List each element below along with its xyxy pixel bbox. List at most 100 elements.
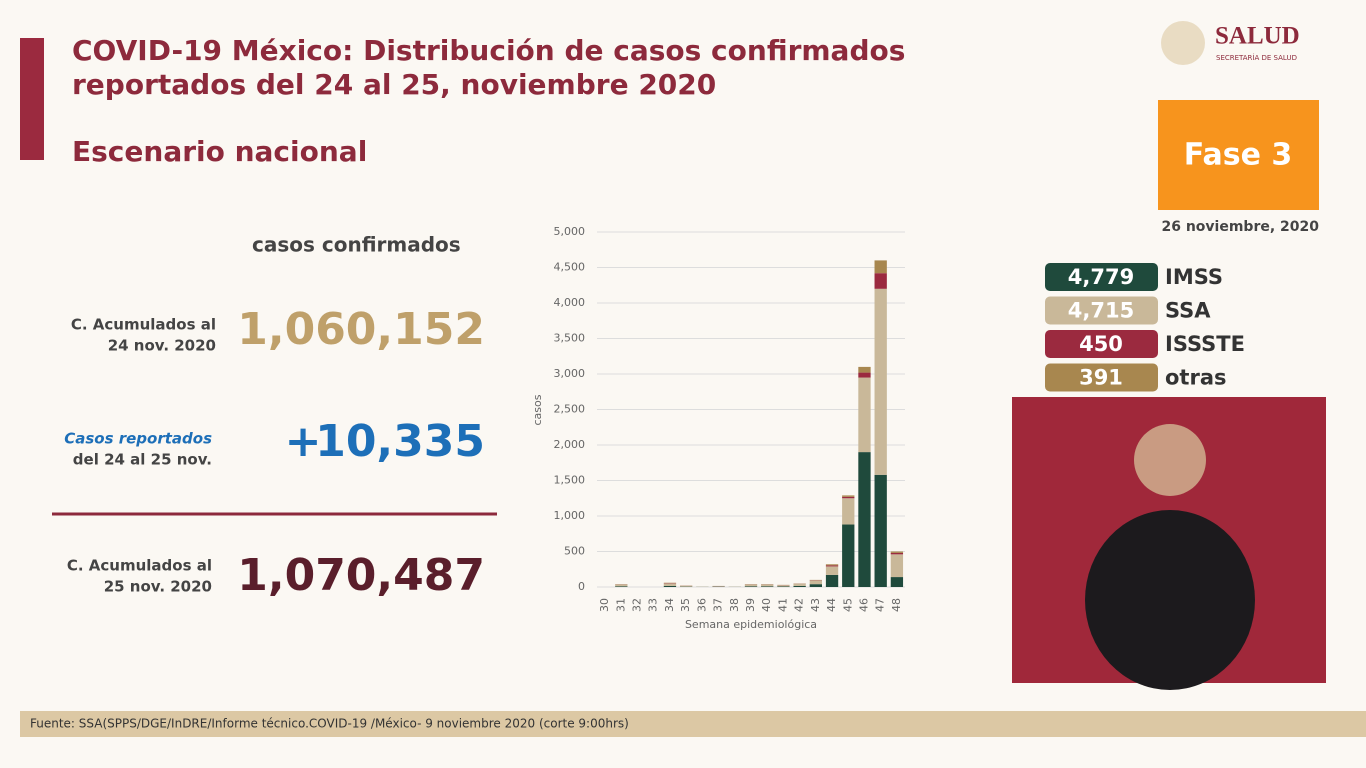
- x-tick-label: 48: [890, 598, 903, 612]
- x-tick-label: 37: [712, 598, 725, 612]
- bar-segment: [842, 496, 855, 499]
- bar-segment: [874, 288, 887, 475]
- bar-segment: [777, 585, 790, 587]
- institution-value: 4,779: [1068, 265, 1134, 289]
- bar-segment: [615, 584, 628, 587]
- bar-segment: [858, 377, 871, 453]
- bar-segment: [809, 584, 823, 587]
- summary-value: 1,060,152: [237, 304, 485, 355]
- institution-name: IMSS: [1165, 265, 1223, 289]
- summary-value: 1,070,487: [237, 550, 485, 601]
- bar-segment: [825, 565, 839, 567]
- x-tick-label: 36: [695, 598, 708, 612]
- bar-segment: [809, 580, 823, 585]
- x-tick-label: 32: [631, 598, 644, 612]
- phase-box: [1158, 100, 1319, 210]
- y-tick-label: 1,000: [554, 509, 586, 522]
- title-line: reportados del 24 al 25, noviembre 2020: [72, 68, 716, 101]
- x-axis-label: Semana epidemiológica: [685, 618, 817, 631]
- bar-segment: [825, 574, 839, 587]
- bar-segment: [874, 260, 887, 274]
- y-tick-label: 1,500: [554, 474, 586, 487]
- footer-bar: [20, 711, 1366, 737]
- bar-segment: [825, 564, 839, 566]
- bar-segment: [615, 586, 628, 587]
- y-tick-label: 500: [564, 545, 585, 558]
- footer: Fuente: SSA(SPPS/DGE/InDRE/Informe técni…: [30, 717, 629, 731]
- institution-pill: [1045, 330, 1158, 358]
- bar-segment: [793, 585, 806, 587]
- summary-label: 24 nov. 2020: [108, 337, 216, 355]
- x-tick-label: 33: [647, 598, 660, 612]
- institution-name: SSA: [1165, 299, 1211, 323]
- bar-segment: [890, 554, 904, 578]
- x-tick-label: 30: [598, 598, 611, 612]
- y-tick-label: 5,000: [554, 225, 586, 238]
- y-axis-label: casos: [531, 394, 544, 425]
- bar-segment: [663, 583, 677, 586]
- institution-pill: [1045, 263, 1158, 291]
- bar-segment: [825, 566, 839, 575]
- institution-value: 391: [1079, 366, 1123, 390]
- bar-segment: [842, 498, 855, 525]
- x-tick-label: 31: [614, 598, 627, 612]
- bar-segment: [663, 585, 677, 587]
- summary-heading: casos confirmados: [252, 233, 461, 257]
- logo-name: SALUD: [1215, 23, 1300, 50]
- bar-segment: [890, 552, 904, 555]
- subtitle: Escenario nacional: [72, 135, 367, 168]
- bar-segment: [793, 583, 806, 586]
- summary-label: C. Acumulados al: [67, 557, 212, 575]
- x-tick-label: 44: [825, 598, 838, 612]
- interpreter-head: [1134, 424, 1206, 496]
- bar-segment: [858, 366, 871, 373]
- institution-name: ISSSTE: [1165, 332, 1245, 356]
- summary-label: Casos reportados: [64, 430, 212, 448]
- bar-segment: [679, 585, 693, 587]
- bar-segment: [874, 273, 887, 289]
- summary-sign: +: [285, 416, 322, 467]
- phase-date: 26 noviembre, 2020: [1161, 219, 1319, 235]
- institution-pill: [1045, 363, 1158, 392]
- bar-segment: [890, 551, 904, 553]
- bar-segment: [842, 524, 855, 587]
- bar-segment: [744, 584, 758, 587]
- institution-pill: [1045, 296, 1158, 325]
- x-tick-label: 45: [841, 598, 854, 612]
- summary-value: 10,335: [315, 416, 485, 467]
- x-tick-label: 34: [663, 598, 676, 612]
- x-tick-label: 35: [679, 598, 692, 612]
- institution-name: otras: [1165, 366, 1227, 390]
- x-tick-label: 43: [809, 598, 822, 612]
- bar-segment: [777, 586, 790, 587]
- y-tick-label: 3,500: [554, 332, 586, 345]
- summary-label: del 24 al 25 nov.: [73, 451, 212, 469]
- institution-value: 450: [1079, 332, 1123, 356]
- logo-sub: SECRETARÍA DE SALUD: [1216, 53, 1297, 62]
- bar-segment: [842, 495, 855, 497]
- phase-label: Fase 3: [1184, 138, 1293, 173]
- y-tick-label: 4,000: [554, 296, 586, 309]
- bar-segment: [858, 452, 871, 587]
- y-tick-label: 0: [578, 580, 585, 593]
- x-tick-label: 39: [744, 598, 757, 612]
- title-line: COVID-19 México: Distribución de casos c…: [72, 34, 905, 67]
- bar-segment: [712, 586, 725, 587]
- x-tick-label: 42: [793, 598, 806, 612]
- y-tick-label: 2,000: [554, 438, 586, 451]
- summary-label: C. Acumulados al: [71, 316, 216, 334]
- x-tick-label: 38: [728, 598, 741, 612]
- x-tick-label: 46: [857, 598, 870, 612]
- logo-emblem: [1161, 21, 1205, 65]
- x-tick-label: 47: [874, 598, 887, 612]
- bar-segment: [744, 586, 758, 587]
- interpreter-figure: [1085, 510, 1255, 690]
- y-tick-label: 3,000: [554, 367, 586, 380]
- institution-value: 4,715: [1068, 299, 1134, 323]
- x-tick-label: 41: [776, 598, 789, 612]
- accent-bar: [20, 38, 44, 160]
- bar-segment: [874, 474, 887, 587]
- y-tick-label: 2,500: [554, 403, 586, 416]
- y-tick-label: 4,500: [554, 261, 586, 274]
